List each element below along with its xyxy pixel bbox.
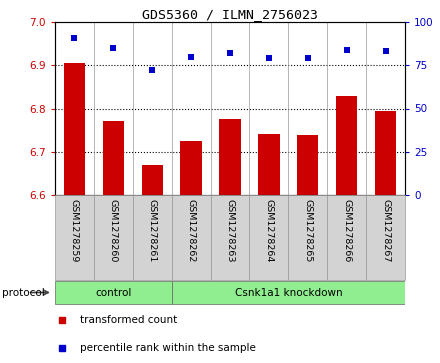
Bar xyxy=(336,95,357,195)
Text: GSM1278259: GSM1278259 xyxy=(70,199,79,262)
Point xyxy=(265,56,272,61)
Text: GSM1278265: GSM1278265 xyxy=(303,199,312,262)
Title: GDS5360 / ILMN_2756023: GDS5360 / ILMN_2756023 xyxy=(142,8,318,21)
Bar xyxy=(297,135,319,195)
Text: transformed count: transformed count xyxy=(80,315,177,325)
Bar xyxy=(55,281,172,304)
Point xyxy=(71,34,78,40)
Point xyxy=(110,45,117,51)
Bar xyxy=(180,141,202,195)
Bar xyxy=(64,63,85,195)
Text: percentile rank within the sample: percentile rank within the sample xyxy=(80,343,255,352)
Bar xyxy=(55,195,94,280)
Bar xyxy=(172,195,211,280)
Bar xyxy=(375,111,396,195)
Text: GSM1278267: GSM1278267 xyxy=(381,199,390,262)
Bar xyxy=(94,195,133,280)
Bar xyxy=(211,195,249,280)
Text: GSM1278260: GSM1278260 xyxy=(109,199,118,262)
Text: GSM1278263: GSM1278263 xyxy=(226,199,235,263)
Bar xyxy=(103,122,124,195)
Bar xyxy=(219,119,241,195)
Bar xyxy=(327,195,366,280)
Text: Csnk1a1 knockdown: Csnk1a1 knockdown xyxy=(235,287,342,298)
Text: GSM1278266: GSM1278266 xyxy=(342,199,351,262)
Point xyxy=(304,56,311,61)
Text: GSM1278262: GSM1278262 xyxy=(187,199,196,262)
Bar xyxy=(366,195,405,280)
Bar xyxy=(133,195,172,280)
Point xyxy=(149,68,156,73)
Point xyxy=(187,54,194,60)
Text: GSM1278261: GSM1278261 xyxy=(148,199,157,262)
Bar xyxy=(249,195,288,280)
Text: control: control xyxy=(95,287,132,298)
Bar xyxy=(288,195,327,280)
Bar xyxy=(142,165,163,195)
Point xyxy=(382,49,389,54)
Bar xyxy=(258,134,279,195)
Text: GSM1278264: GSM1278264 xyxy=(264,199,273,262)
Bar xyxy=(172,281,405,304)
Point xyxy=(343,47,350,53)
Point xyxy=(227,50,234,56)
Text: protocol: protocol xyxy=(2,287,45,298)
